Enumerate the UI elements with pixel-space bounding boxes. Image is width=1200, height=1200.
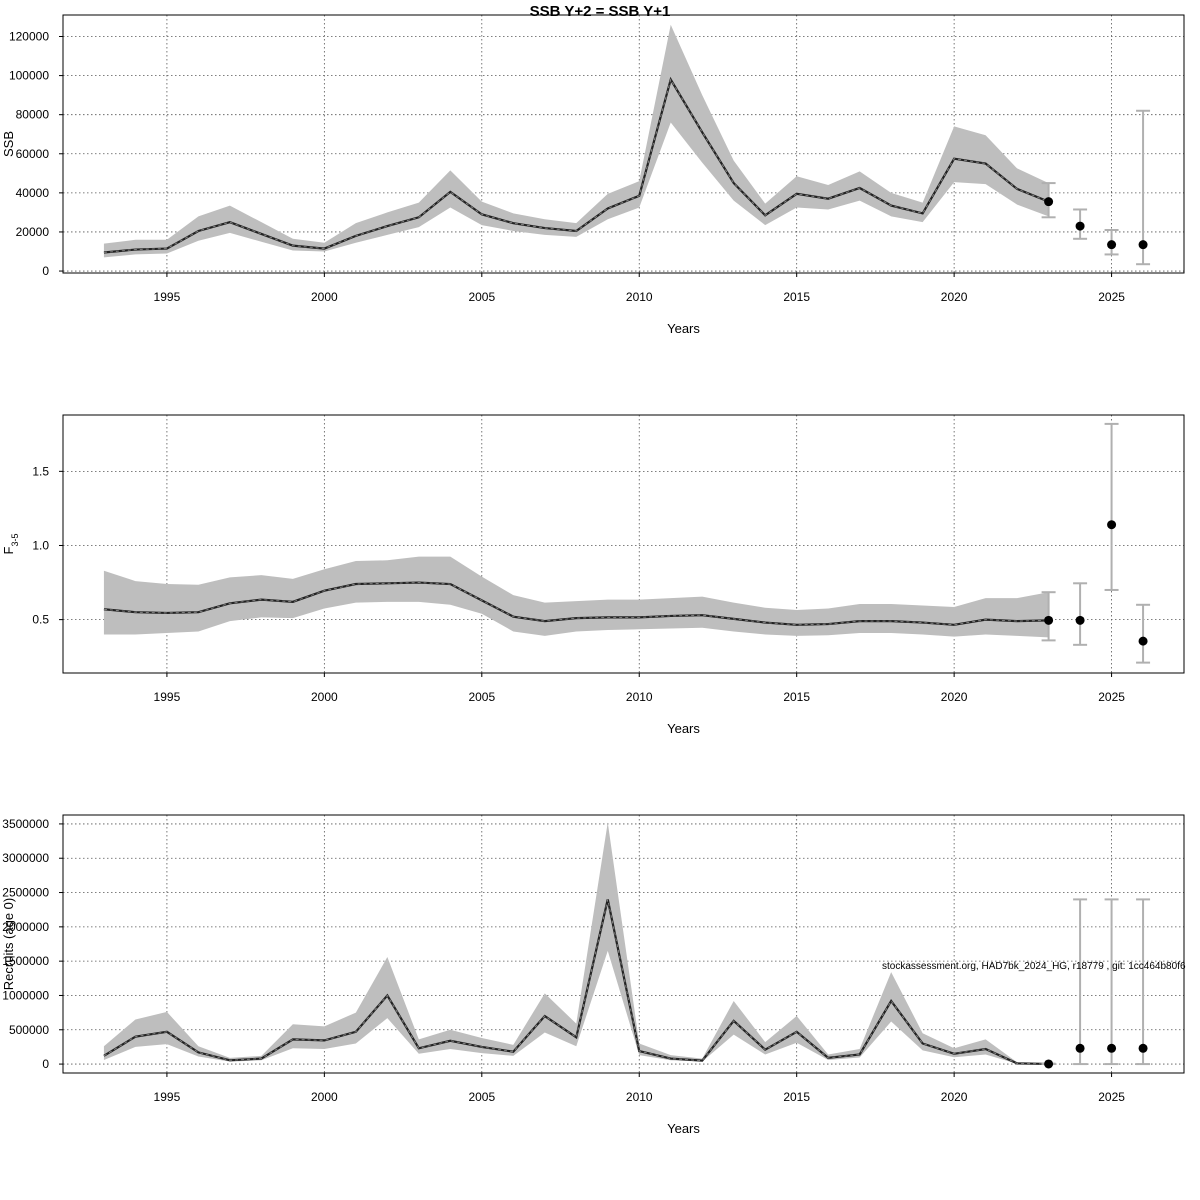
y-tick-label: 1.5	[32, 464, 49, 478]
x-tick-label: 2025	[1098, 690, 1125, 704]
x-tick-label: 2005	[468, 690, 495, 704]
y-tick-label: 80000	[16, 108, 50, 122]
forecast-point	[1138, 1043, 1148, 1053]
x-tick-label: 2015	[783, 1090, 810, 1104]
figure-title: SSB Y+2 = SSB Y+1	[530, 3, 671, 20]
x-tick-label: 2000	[311, 1090, 338, 1104]
fishing-mortality-panel: 1995 2000 2005 2010 2015 2020 2025 0.5 1.0 1.5 Yea…	[1, 414, 1185, 736]
x-tick-label: 1995	[154, 290, 181, 304]
x-tick-label: 2010	[626, 290, 653, 304]
forecast-point	[1075, 221, 1085, 231]
forecast-point	[1107, 240, 1117, 250]
x-tick-label: 2010	[626, 690, 653, 704]
x-tick-label: 2025	[1098, 290, 1125, 304]
y-tick-label: 1000000	[2, 988, 49, 1002]
y-tick-label: 0	[42, 1057, 49, 1071]
y-axis-title-subscript: 3-5	[10, 534, 20, 547]
estimate-line-dash	[103, 582, 1049, 626]
forecast-point	[1044, 615, 1054, 625]
forecast-point	[1075, 1043, 1085, 1053]
recruitment-panel: 1995 2000 2005 2010 2015 2020 2025 0 500000 10000…	[1, 814, 1185, 1136]
forecast-point	[1044, 1059, 1054, 1069]
x-tick-label: 2005	[468, 290, 495, 304]
x-tick-label: 2015	[783, 690, 810, 704]
forecast-point	[1138, 636, 1148, 646]
forecast-point	[1138, 240, 1148, 250]
x-tick-label: 2020	[941, 290, 968, 304]
y-axis-title: Recruits (age 0)	[1, 898, 16, 990]
confidence-band	[103, 556, 1049, 638]
confidence-band	[103, 822, 1049, 1065]
y-tick-label: 1.0	[32, 538, 49, 552]
x-axis-title: Years	[667, 721, 700, 736]
source-note: stockassessment.org, HAD7bk_2024_HG, r18…	[882, 961, 1186, 972]
y-tick-label: 0.5	[32, 613, 49, 627]
x-tick-label: 1995	[154, 690, 181, 704]
x-tick-label: 2025	[1098, 1090, 1125, 1104]
y-tick-label: 100000	[9, 69, 49, 83]
y-tick-label: 20000	[16, 225, 50, 239]
forecast-point	[1075, 615, 1085, 625]
plot-frame	[62, 814, 1185, 1074]
estimate-line-dash	[103, 78, 1049, 253]
forecast-point	[1044, 197, 1054, 207]
forecast-point	[1107, 520, 1117, 530]
x-tick-label: 1995	[154, 1090, 181, 1104]
x-axis-title: Years	[667, 321, 700, 336]
plot-frame	[62, 414, 1185, 674]
y-axis-title: SSB	[1, 131, 16, 157]
plot-frame	[62, 14, 1185, 274]
x-tick-label: 2015	[783, 290, 810, 304]
confidence-band	[103, 24, 1049, 258]
y-tick-label: 60000	[16, 147, 50, 161]
estimate-line-dash	[103, 899, 1049, 1065]
y-axis-title: F3-5	[1, 534, 20, 555]
x-tick-label: 2000	[311, 290, 338, 304]
ssb-panel: 1995 2000 2005 2010 2015 2020 2025 0 20000 40000 6…	[1, 14, 1185, 336]
x-tick-label: 2010	[626, 1090, 653, 1104]
y-tick-label: 2500000	[2, 886, 49, 900]
y-tick-label: 2000000	[2, 920, 49, 934]
y-tick-label: 40000	[16, 186, 50, 200]
x-tick-label: 2005	[468, 1090, 495, 1104]
x-tick-label: 2020	[941, 1090, 968, 1104]
y-tick-label: 500000	[9, 1023, 49, 1037]
x-tick-label: 2000	[311, 690, 338, 704]
y-tick-label: 3000000	[2, 851, 49, 865]
y-tick-label: 120000	[9, 30, 49, 44]
y-tick-label: 3500000	[2, 817, 49, 831]
forecast-point	[1107, 1043, 1117, 1053]
y-tick-label: 1500000	[2, 954, 49, 968]
y-tick-label: 0	[42, 264, 49, 278]
x-tick-label: 2020	[941, 690, 968, 704]
x-axis-title: Years	[667, 1121, 700, 1136]
